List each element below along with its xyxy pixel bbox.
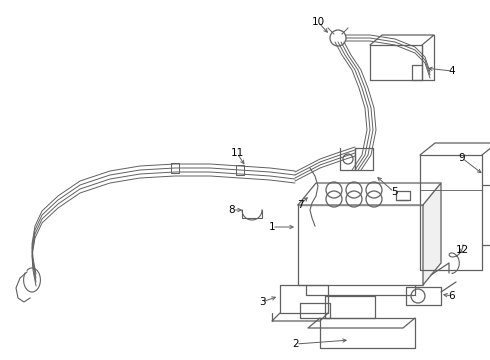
Text: 5: 5 (391, 187, 397, 197)
Text: 10: 10 (312, 17, 324, 27)
Text: 6: 6 (449, 291, 455, 301)
Text: 4: 4 (449, 66, 455, 76)
Polygon shape (298, 183, 441, 205)
Text: 2: 2 (293, 339, 299, 349)
Text: 7: 7 (296, 200, 303, 210)
Text: 12: 12 (455, 245, 468, 255)
Text: 11: 11 (230, 148, 244, 158)
Text: 1: 1 (269, 222, 275, 232)
Text: 3: 3 (259, 297, 265, 307)
Text: 9: 9 (459, 153, 466, 163)
Polygon shape (423, 183, 441, 285)
Text: 8: 8 (229, 205, 235, 215)
